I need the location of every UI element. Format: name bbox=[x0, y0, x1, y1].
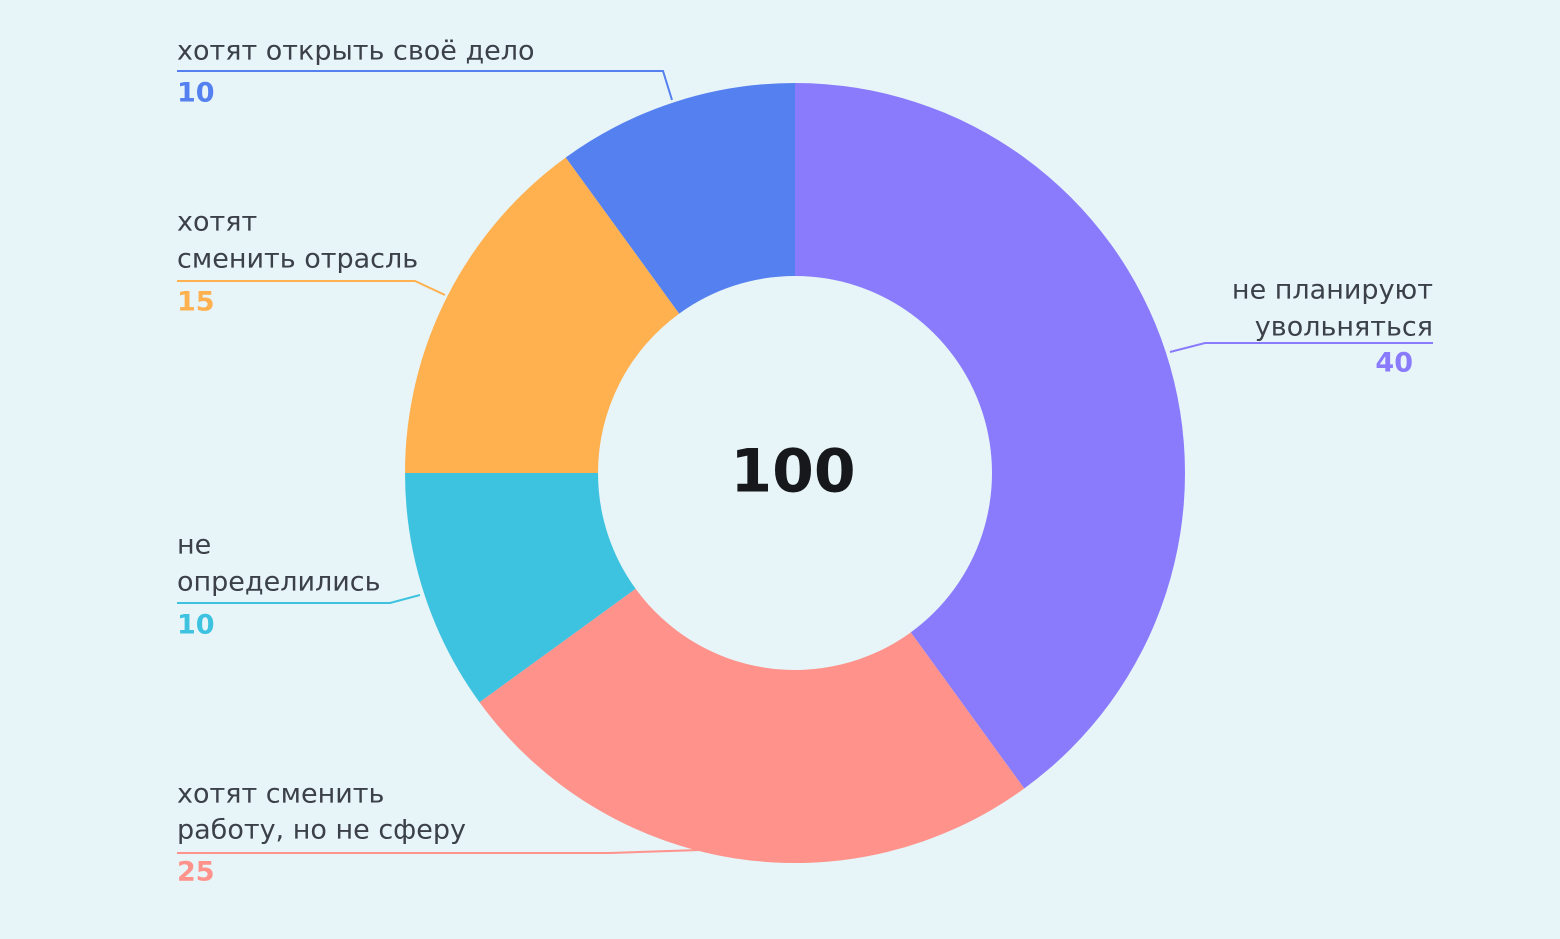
value-label: 40 bbox=[1375, 348, 1413, 379]
leader-line bbox=[177, 70, 673, 101]
slice-label: хотят bbox=[177, 207, 257, 238]
value-label: 10 bbox=[177, 610, 215, 641]
donut-slice bbox=[479, 588, 1025, 863]
slice-label: сменить отрасль bbox=[177, 244, 418, 275]
value-label: 25 bbox=[177, 857, 215, 888]
value-label: 15 bbox=[177, 287, 215, 318]
slice-label: не bbox=[177, 530, 211, 561]
donut-slice bbox=[795, 83, 1185, 789]
donut-slice bbox=[405, 473, 636, 703]
leader-line bbox=[177, 280, 446, 296]
slice-label: увольняться bbox=[1255, 312, 1433, 343]
leader-line bbox=[1169, 342, 1433, 353]
donut-slice bbox=[405, 157, 680, 473]
center-total: 100 bbox=[730, 437, 855, 507]
slice-label: работу, но не сферу bbox=[177, 815, 466, 846]
value-label: 10 bbox=[177, 78, 215, 109]
slice-label: хотят сменить bbox=[177, 779, 384, 810]
donut-slice bbox=[565, 83, 795, 314]
slice-label: не планируют bbox=[1232, 275, 1433, 306]
leader-line bbox=[177, 849, 701, 854]
leader-line bbox=[177, 594, 421, 604]
slice-label: хотят открыть своё дело bbox=[177, 36, 535, 67]
slice-label: определились bbox=[177, 567, 381, 598]
